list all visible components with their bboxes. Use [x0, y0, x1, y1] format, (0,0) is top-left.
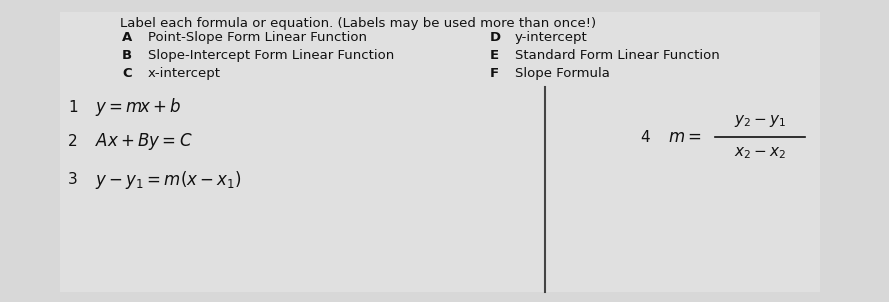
Text: $y = m\!x + b$: $y = m\!x + b$	[95, 96, 181, 118]
Text: 3: 3	[68, 172, 77, 188]
Text: 2: 2	[68, 134, 77, 149]
Text: Label each formula or equation. (Labels may be used more than once!): Label each formula or equation. (Labels …	[120, 17, 597, 30]
Text: Slope Formula: Slope Formula	[515, 67, 610, 80]
Text: 4: 4	[640, 130, 650, 144]
Text: $m=$: $m=$	[668, 128, 701, 146]
Text: B: B	[122, 49, 132, 62]
Text: Point-Slope Form Linear Function: Point-Slope Form Linear Function	[148, 31, 367, 44]
Text: 1: 1	[68, 99, 77, 114]
Text: C: C	[122, 67, 132, 80]
Text: $y - y_1 = m(x - x_1)$: $y - y_1 = m(x - x_1)$	[95, 169, 242, 191]
Text: Standard Form Linear Function: Standard Form Linear Function	[515, 49, 720, 62]
Text: y-intercept: y-intercept	[515, 31, 588, 44]
Text: $Ax + By = C$: $Ax + By = C$	[95, 131, 193, 153]
Text: $x_2 - x_2$: $x_2 - x_2$	[734, 145, 786, 161]
Text: A: A	[122, 31, 132, 44]
Text: $y_2 - y_1$: $y_2 - y_1$	[734, 113, 786, 129]
Text: F: F	[490, 67, 499, 80]
Text: E: E	[490, 49, 499, 62]
Text: x-intercept: x-intercept	[148, 67, 221, 80]
FancyBboxPatch shape	[60, 12, 820, 292]
Text: D: D	[490, 31, 501, 44]
Text: Slope-Intercept Form Linear Function: Slope-Intercept Form Linear Function	[148, 49, 394, 62]
